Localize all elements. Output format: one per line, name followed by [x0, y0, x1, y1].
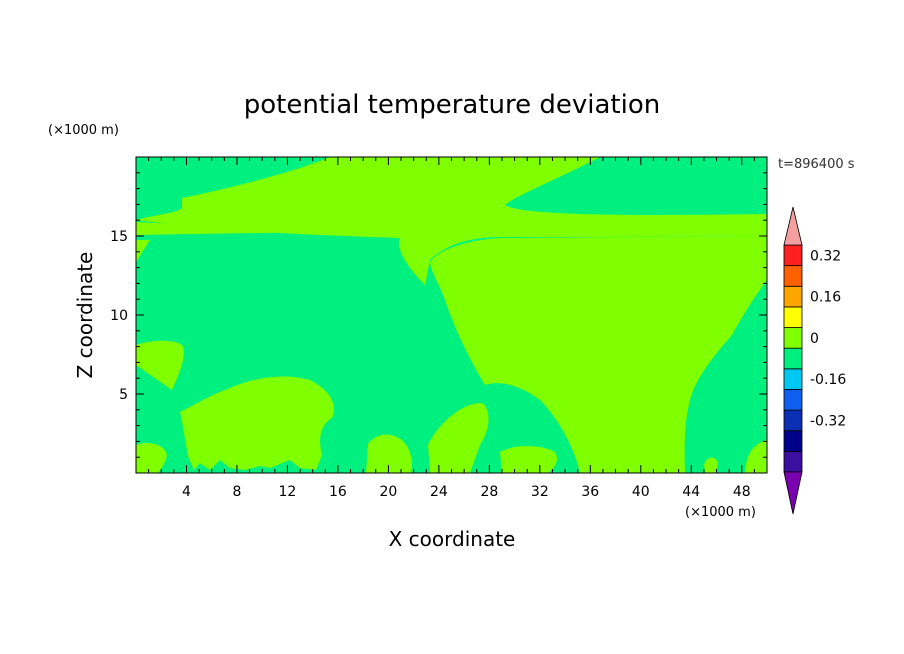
colorbar-segment — [783, 430, 803, 452]
y-unit-label: (×1000 m) — [48, 123, 119, 138]
contour-region-right-lobe — [745, 440, 767, 473]
x-tick-label: 8 — [232, 484, 241, 500]
contour-region-surface-mid — [366, 434, 412, 473]
colorbar-segment — [783, 306, 803, 328]
colorbar-label: -0.16 — [810, 372, 846, 388]
x-tick-label: 36 — [581, 484, 599, 500]
y-tick-label: 15 — [110, 229, 128, 245]
colorbar-min-arrow — [783, 471, 803, 515]
contour-region-surface-far-left — [136, 443, 167, 473]
x-tick-label: 44 — [682, 484, 700, 500]
colorbar-segment — [783, 347, 803, 370]
y-tick-label: 10 — [110, 308, 128, 324]
contour-region-upper-wedge — [136, 222, 320, 235]
colorbar-segment — [783, 285, 803, 308]
colorbar-label: -0.32 — [810, 413, 846, 429]
colorbar-label: 0.16 — [810, 290, 841, 306]
x-tick-label: 16 — [329, 484, 347, 500]
contour-region-surface-cell-32 — [500, 446, 558, 473]
plot-area — [136, 157, 767, 473]
colorbar-segment — [783, 244, 803, 267]
y-tick-label: 5 — [119, 387, 128, 403]
x-axis: 4 8 12 16 20 24 28 32 36 40 44 48 — [148, 157, 755, 500]
x-axis-label: X coordinate — [389, 527, 516, 551]
contour-region-right-dot — [704, 457, 718, 473]
x-tick-label: 24 — [430, 484, 448, 500]
x-tick-label: 20 — [379, 484, 397, 500]
contour-region-left-lobe — [136, 340, 184, 390]
x-tick-label: 48 — [733, 484, 751, 500]
colorbar-segment — [783, 327, 803, 349]
colorbar-label: 0 — [810, 331, 819, 347]
contour-region-upper-band — [136, 157, 767, 285]
colorbar-segment — [783, 450, 803, 473]
x-tick-label: 40 — [632, 484, 650, 500]
contour-region-surface-left — [180, 376, 334, 470]
x-tick-label: 12 — [279, 484, 297, 500]
time-label: t=896400 s — [778, 157, 855, 172]
x-tick-label: 4 — [182, 484, 191, 500]
y-axis-label: Z coordinate — [73, 252, 97, 379]
y-axis: 5 10 15 — [110, 172, 767, 458]
colorbar-segment — [783, 265, 803, 287]
x-unit-label: (×1000 m) — [685, 505, 756, 520]
colorbar-max-arrow — [783, 206, 803, 246]
x-tick-label: 32 — [531, 484, 549, 500]
colorbar: 0.32 0.16 0 -0.16 -0.32 — [783, 206, 846, 515]
x-tick-label: 28 — [480, 484, 498, 500]
chart-title: potential temperature deviation — [244, 90, 660, 120]
contour-region-surface-cell-24 — [428, 402, 489, 473]
contour-region-central-plume — [430, 236, 767, 473]
colorbar-segment — [783, 389, 803, 411]
colorbar-segment — [783, 368, 803, 390]
colorbar-segment — [783, 409, 803, 432]
colorbar-label: 0.32 — [810, 248, 841, 264]
